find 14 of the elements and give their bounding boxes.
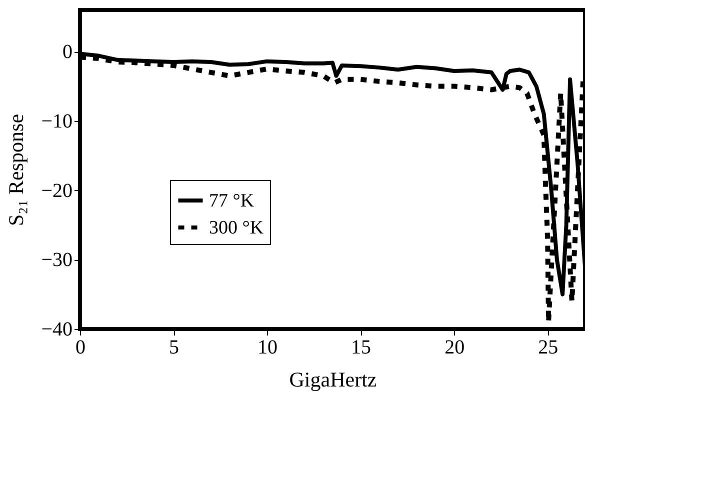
legend-label: 77 °K bbox=[209, 190, 254, 212]
y-axis-title: S₂₁ Response bbox=[4, 114, 28, 226]
x-tick-label: 25 bbox=[538, 336, 558, 358]
y-tick-label: −30 bbox=[41, 249, 72, 272]
y-tick-label: 0 bbox=[62, 41, 72, 64]
y-tick-label: −40 bbox=[41, 318, 72, 340]
y-tick-label: −10 bbox=[41, 110, 72, 132]
y-tick-label: −20 bbox=[41, 180, 72, 202]
x-tick-label: 20 bbox=[444, 336, 465, 358]
x-tick-label: 10 bbox=[258, 336, 278, 358]
x-axis-title: GigaHertz bbox=[289, 368, 377, 392]
legend-label: 300 °K bbox=[209, 218, 264, 238]
x-tick-label: 5 bbox=[169, 336, 180, 358]
x-tick-label: 15 bbox=[351, 336, 372, 358]
